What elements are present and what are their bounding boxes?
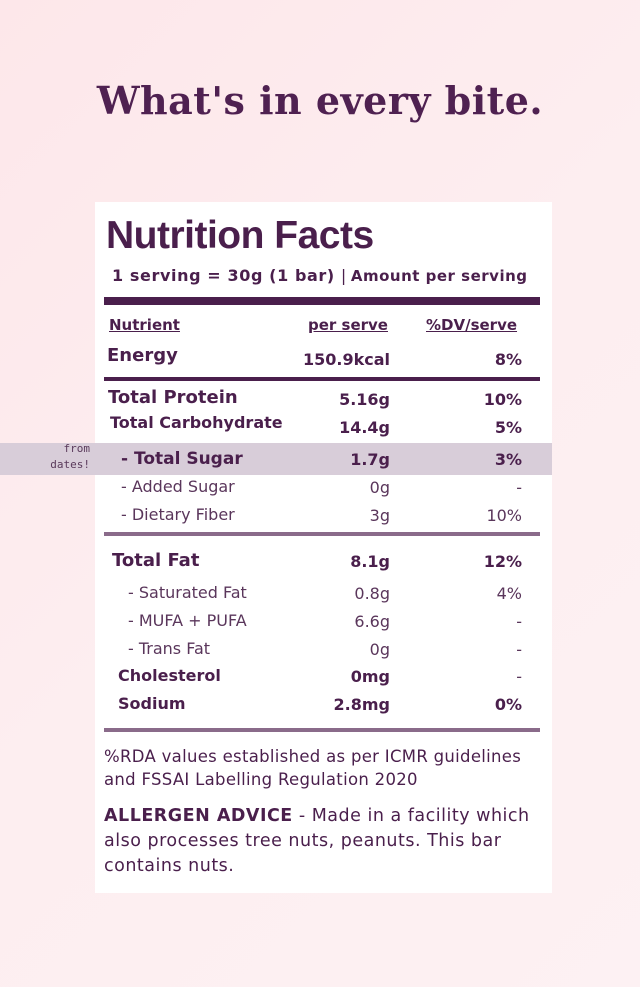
header-per-serve: per serve — [308, 316, 388, 334]
row-sugar-value: 1.7g — [350, 450, 390, 469]
page-headline: What's in every bite. — [96, 78, 544, 123]
side-note-line-1: from — [63, 442, 91, 455]
row-sugar-dv: 3% — [494, 450, 522, 469]
rda-footnote: %RDA values established as per ICMR guid… — [104, 747, 522, 789]
row-mufa-value: 6.6g — [354, 612, 390, 631]
serving-separator: | — [340, 266, 347, 285]
rule-after-fat — [104, 728, 540, 732]
row-fat-name: Total Fat — [112, 550, 200, 571]
row-added-sugar-name: - Added Sugar — [121, 477, 235, 496]
row-fiber-name: - Dietary Fiber — [121, 505, 235, 524]
row-sat-fat-value: 0.8g — [354, 584, 390, 603]
row-carb-value: 14.4g — [339, 418, 390, 437]
row-trans-fat-value: 0g — [369, 640, 390, 659]
row-added-sugar-dv: - — [516, 478, 522, 497]
label-title: Nutrition Facts — [106, 214, 374, 257]
allergen-label: ALLERGEN ADVICE — [104, 806, 293, 826]
row-fat-dv: 12% — [483, 552, 522, 571]
side-note-line-2: dates! — [50, 458, 90, 471]
row-sugar-name: - Total Sugar — [121, 449, 243, 469]
row-protein-name: Total Protein — [108, 387, 238, 408]
amount-per-serving: Amount per serving — [350, 267, 528, 285]
row-protein-value: 5.16g — [339, 390, 390, 409]
row-added-sugar-value: 0g — [369, 478, 390, 497]
row-energy-value: 150.9kcal — [302, 350, 390, 369]
row-fiber-dv: 10% — [486, 506, 522, 525]
row-mufa-dv: - — [516, 612, 522, 631]
row-sodium-value: 2.8mg — [333, 695, 390, 714]
nutrition-label-card — [95, 202, 552, 893]
allergen-text: - Made in a facility which also processe… — [104, 806, 530, 876]
row-sodium-dv: 0% — [494, 695, 522, 714]
row-carb-name: Total Carbohydrate — [110, 413, 283, 432]
sugar-highlight-band — [0, 443, 552, 475]
row-energy-dv: 8% — [494, 350, 522, 369]
header-nutrient: Nutrient — [109, 316, 180, 334]
serving-size: 1 serving = 30g (1 bar) — [112, 266, 335, 285]
sugar-side-note: from dates! — [44, 441, 90, 473]
row-sodium-name: Sodium — [118, 694, 186, 713]
allergen-advice: ALLERGEN ADVICE - Made in a facility whi… — [104, 804, 549, 879]
row-mufa-name: - MUFA + PUFA — [128, 611, 247, 630]
serving-info: 1 serving = 30g (1 bar) | Amount per servi… — [112, 266, 528, 285]
row-fat-value: 8.1g — [350, 552, 390, 571]
row-cholesterol-name: Cholesterol — [118, 666, 221, 685]
row-protein-dv: 10% — [483, 390, 522, 409]
rule-after-energy — [104, 377, 540, 381]
row-sat-fat-dv: 4% — [496, 584, 522, 603]
rule-after-carbs — [104, 532, 540, 536]
row-trans-fat-dv: - — [516, 640, 522, 659]
row-fiber-value: 3g — [369, 506, 390, 525]
row-cholesterol-dv: - — [516, 667, 522, 686]
row-sat-fat-name: - Saturated Fat — [128, 583, 247, 602]
row-carb-dv: 5% — [494, 418, 522, 437]
row-cholesterol-value: 0mg — [350, 667, 390, 686]
header-dv: %DV/serve — [426, 316, 518, 334]
top-thick-rule — [104, 297, 540, 305]
row-energy-name: Energy — [107, 345, 178, 366]
row-trans-fat-name: - Trans Fat — [128, 639, 211, 658]
